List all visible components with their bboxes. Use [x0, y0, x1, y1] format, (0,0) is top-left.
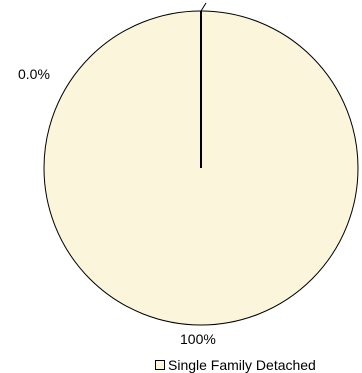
legend: Single Family Detached [155, 357, 316, 373]
leader-line-zero-percent [200, 2, 207, 12]
pie-slices [43, 10, 359, 326]
legend-swatch [155, 360, 165, 370]
legend-label-single-family-detached: Single Family Detached [168, 357, 316, 373]
leader-lines [200, 2, 207, 12]
data-label-hundred-percent: 100% [180, 331, 216, 347]
data-label-zero-percent: 0.0% [18, 66, 50, 82]
